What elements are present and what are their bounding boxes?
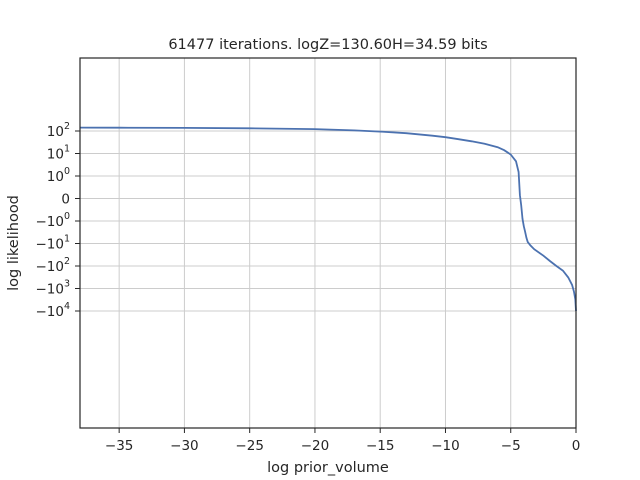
x-tick-label: −20 (301, 438, 330, 454)
x-tick-label: −30 (170, 438, 199, 454)
chart-title: 61477 iterations. logZ=130.60H=34.59 bit… (168, 37, 487, 53)
y-tick-label: −103 (35, 279, 70, 298)
x-tick-label: 0 (572, 438, 581, 454)
y-tick-label: 101 (47, 144, 70, 163)
x-axis-label: log prior_volume (267, 460, 389, 476)
y-axis-ticks: 102 101 100 0 −100 −101 −102 −103 −104 (35, 121, 80, 320)
y-tick-label: −101 (35, 234, 70, 253)
y-tick-label: −104 (35, 301, 70, 320)
x-axis-ticks: −35 −30 −25 −20 −15 −10 −5 0 (105, 428, 580, 454)
likelihood-line (79, 126, 577, 312)
y-tick-label: 100 (47, 166, 70, 185)
y-tick-label: −102 (35, 256, 70, 275)
y-gridlines (80, 130, 576, 312)
y-tick-label: −100 (35, 211, 70, 230)
x-tick-label: −35 (105, 438, 134, 454)
x-tick-label: −10 (431, 438, 460, 454)
y-axis-label: log likelihood (6, 195, 22, 291)
y-tick-label: 0 (61, 192, 70, 208)
x-tick-label: −5 (501, 438, 521, 454)
x-tick-label: −15 (366, 438, 395, 454)
y-tick-label: 102 (47, 121, 70, 140)
x-tick-label: −25 (235, 438, 264, 454)
